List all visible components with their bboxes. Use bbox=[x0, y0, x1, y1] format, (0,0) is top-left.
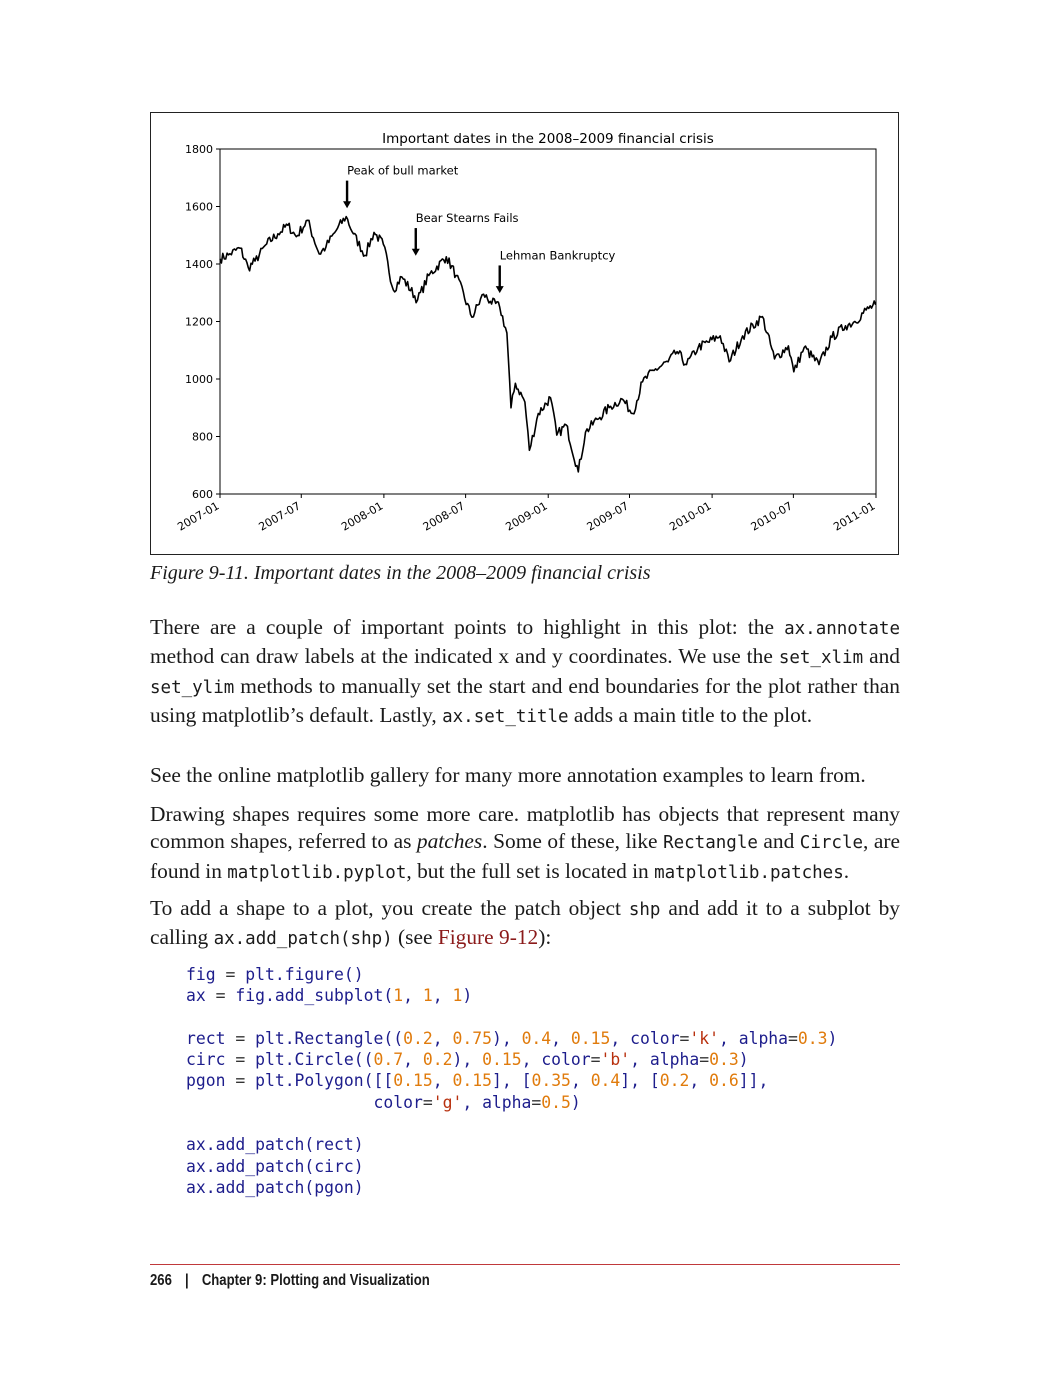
page-number: 266 bbox=[150, 1272, 172, 1289]
annotation-label: Bear Stearns Fails bbox=[416, 211, 519, 225]
code-block: fig = plt.figure() ax = fig.add_subplot(… bbox=[186, 965, 838, 1197]
footer-rule bbox=[150, 1264, 900, 1265]
chart-title: Important dates in the 2008–2009 financi… bbox=[382, 131, 714, 147]
x-tick-label: 2010-07 bbox=[749, 499, 795, 533]
annotation-arrowhead bbox=[343, 201, 352, 209]
plot-area-frame bbox=[219, 148, 877, 495]
y-tick-label: 1000 bbox=[185, 373, 213, 386]
x-tick-label: 2009-07 bbox=[585, 499, 631, 533]
paragraph-annotate: There are a couple of important points t… bbox=[150, 615, 900, 727]
figure-frame: Important dates in the 2008–2009 financi… bbox=[150, 112, 899, 555]
inline-code-set-ylim: set_ylim bbox=[150, 677, 235, 698]
paragraph-add-patch: To add a shape to a plot, you create the… bbox=[150, 896, 900, 950]
x-tick-label: 2011-01 bbox=[831, 499, 877, 533]
x-tick-label: 2008-07 bbox=[421, 499, 467, 533]
y-tick-label: 600 bbox=[192, 488, 213, 501]
annotation-arrowhead bbox=[495, 286, 504, 294]
paragraph-patches: Drawing shapes requires some more care. … bbox=[150, 802, 900, 883]
inline-code-circle: Circle bbox=[799, 833, 864, 854]
inline-code-rectangle: Rectangle bbox=[663, 833, 758, 854]
figure-9-12-link[interactable]: Figure 9-12 bbox=[437, 925, 539, 950]
annotation-arrowhead bbox=[411, 248, 420, 256]
annotation-label: Peak of bull market bbox=[347, 164, 459, 178]
inline-code-patches: matplotlib.patches bbox=[654, 862, 844, 883]
page-footer: 266 | Chapter 9: Plotting and Visualizatio… bbox=[150, 1272, 430, 1290]
y-tick-label: 1200 bbox=[185, 316, 213, 329]
price-series-line bbox=[219, 215, 877, 473]
y-tick-label: 800 bbox=[192, 431, 213, 444]
inline-code-annotate: ax.annotate bbox=[784, 619, 900, 639]
chapter-title: Chapter 9: Plotting and Visualization bbox=[201, 1272, 430, 1289]
financial-crisis-chart: Important dates in the 2008–2009 financi… bbox=[175, 131, 877, 534]
y-tick-label: 1400 bbox=[185, 258, 213, 271]
annotation-label: Lehman Bankruptcy bbox=[500, 248, 616, 262]
inline-code-pyplot: matplotlib.pyplot bbox=[227, 862, 407, 883]
figure-caption: Figure 9-11. Important dates in the 2008… bbox=[150, 562, 651, 584]
y-tick-label: 1600 bbox=[185, 201, 213, 214]
x-tick-label: 2007-01 bbox=[175, 499, 221, 533]
inline-code-set-title: ax.set_title bbox=[442, 706, 569, 727]
inline-code-set-xlim: set_xlim bbox=[778, 648, 864, 669]
inline-code-shp: shp bbox=[628, 900, 661, 920]
x-tick-label: 2009-01 bbox=[503, 499, 549, 533]
x-tick-label: 2010-01 bbox=[667, 499, 713, 533]
x-tick-label: 2007-07 bbox=[256, 499, 302, 533]
x-tick-label: 2008-01 bbox=[339, 499, 385, 533]
paragraph-gallery: See the online matplotlib gallery for ma… bbox=[150, 763, 866, 787]
footer-separator: | bbox=[185, 1272, 189, 1289]
inline-code-add-patch: ax.add_patch(shp) bbox=[213, 929, 393, 950]
y-tick-label: 1800 bbox=[185, 143, 213, 156]
